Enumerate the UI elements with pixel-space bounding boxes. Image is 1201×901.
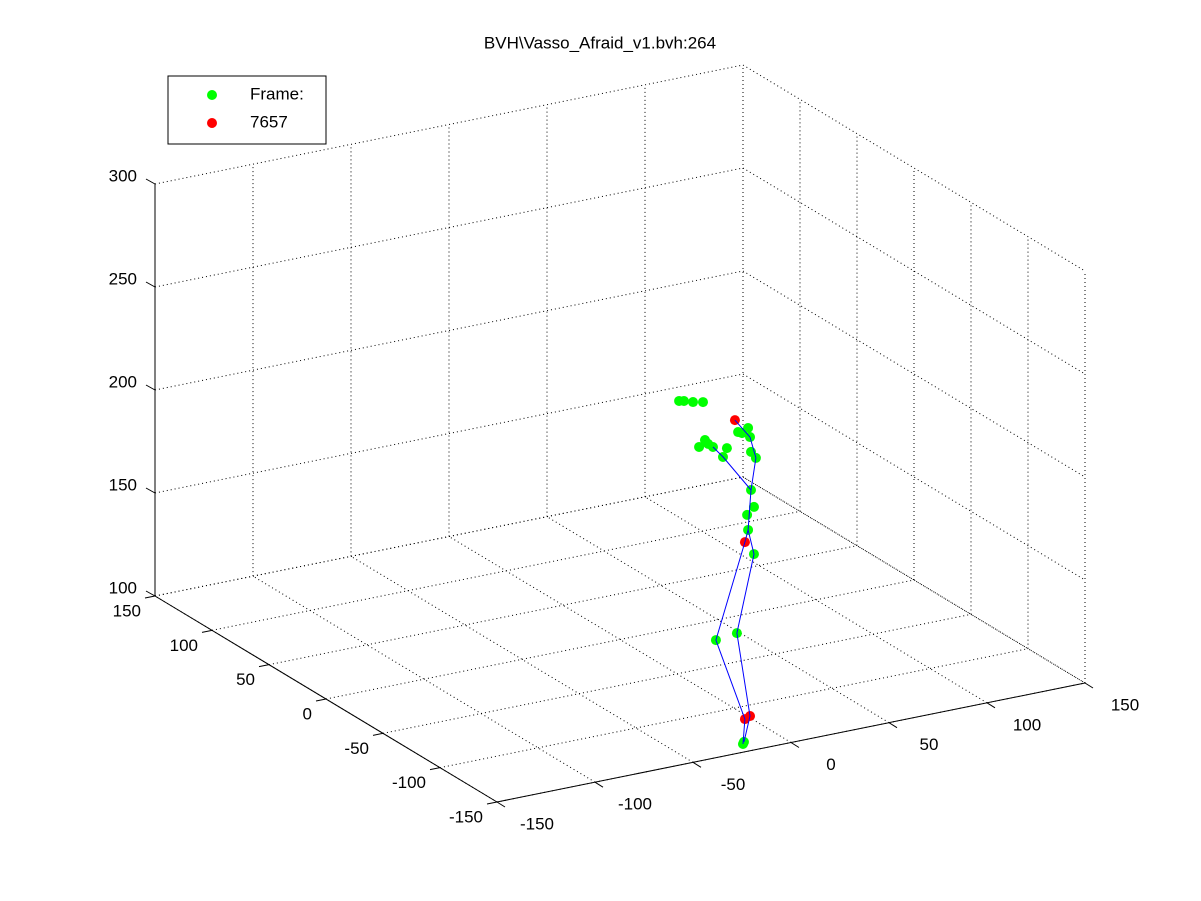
- y-tick: [372, 732, 384, 736]
- z-tick-label: 200: [109, 372, 137, 391]
- y-tick: [486, 801, 498, 805]
- joint-marker: [688, 397, 698, 408]
- y-tick: [429, 767, 441, 771]
- x-tick: [888, 722, 898, 729]
- z-tick-label: 250: [109, 269, 137, 288]
- grid-line: [742, 373, 1086, 581]
- joint-marker: [703, 438, 714, 449]
- y-tick-label: -50: [344, 739, 369, 758]
- z-tick: [145, 178, 156, 185]
- z-tick: [145, 281, 156, 288]
- legend-box: [167, 75, 327, 145]
- z-tick-label: 300: [109, 166, 137, 185]
- x-tick-label: 50: [920, 735, 939, 754]
- y-tick-label: -150: [449, 807, 483, 826]
- y-tick-label: 50: [236, 670, 255, 689]
- z-tick-label: 150: [109, 475, 137, 494]
- x-tick: [692, 761, 702, 768]
- legend-marker: [207, 90, 217, 100]
- x-tick: [986, 702, 996, 709]
- y-tick-label: 100: [170, 636, 198, 655]
- legend-marker: [207, 118, 217, 128]
- y-tick-label: 150: [113, 601, 141, 620]
- y-tick: [315, 698, 327, 702]
- grid-line: [448, 536, 792, 743]
- z-tick: [145, 590, 156, 597]
- grid-line: [742, 64, 1086, 272]
- joint-marker: [721, 443, 732, 454]
- y-tick: [201, 629, 213, 633]
- grid-line: [742, 167, 1086, 375]
- legend-label: 7657: [250, 112, 288, 131]
- joint-marker: [748, 501, 759, 512]
- x-tick: [496, 801, 506, 808]
- x-tick-label: -150: [520, 814, 554, 833]
- grid-line: [742, 476, 1086, 684]
- z-tick-label: 100: [109, 578, 137, 597]
- y-tick-label: -100: [392, 773, 426, 792]
- joint-marker: [697, 397, 708, 408]
- grid-line: [644, 496, 988, 704]
- joint-marker: [742, 509, 753, 520]
- y-tick: [144, 595, 156, 599]
- y-tick: [258, 664, 270, 668]
- joint-marker: [674, 395, 685, 406]
- grid-line: [350, 555, 694, 763]
- x-tick-label: 100: [1013, 715, 1041, 734]
- grid-line: [546, 516, 890, 724]
- joint-marker: [738, 736, 749, 747]
- z-tick: [145, 487, 156, 494]
- z-tick: [145, 384, 156, 391]
- x-tick-label: -100: [618, 795, 652, 814]
- grid-line: [742, 270, 1086, 478]
- x-tick-label: -50: [721, 775, 746, 794]
- joint-marker: [733, 427, 744, 438]
- x-tick: [1084, 682, 1094, 689]
- x-tick: [790, 742, 800, 748]
- legend-label: Frame:: [250, 84, 304, 103]
- joint-marker: [694, 441, 705, 452]
- grid-line: [252, 575, 596, 783]
- chart-title: BVH\Vasso_Afraid_v1.bvh:264: [484, 33, 716, 52]
- x-tick-label: 0: [826, 755, 835, 774]
- skeleton-line: [712, 419, 757, 745]
- x-tick: [594, 781, 604, 788]
- y-tick-label: 0: [303, 704, 312, 723]
- x-tick-label: 150: [1111, 695, 1139, 714]
